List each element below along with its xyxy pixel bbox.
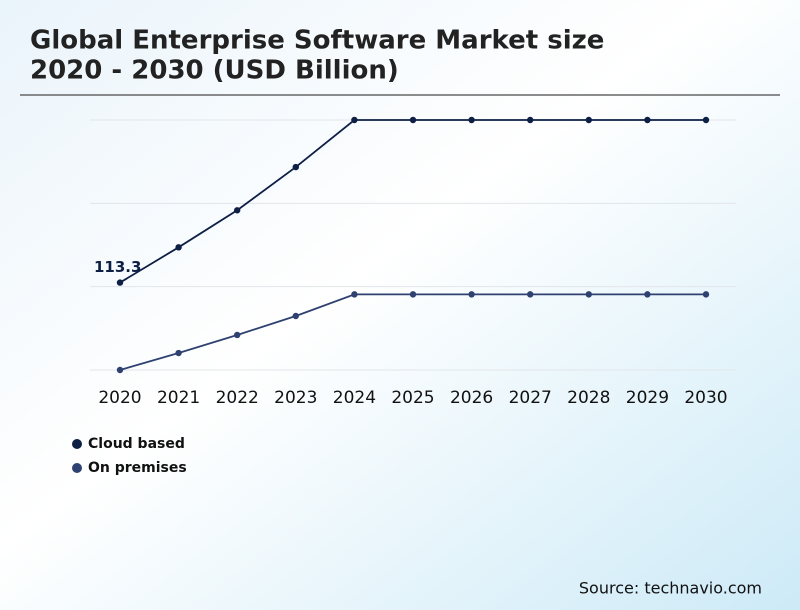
legend-label: On premises: [88, 460, 187, 476]
x-tick-label: 2029: [626, 388, 669, 408]
legend-label: Cloud based: [88, 436, 185, 452]
data-point: [468, 291, 475, 298]
x-tick-label: 2022: [216, 388, 259, 408]
data-point: [175, 244, 182, 251]
data-point: [644, 291, 651, 298]
data-point: [175, 349, 182, 357]
data-point: [702, 291, 710, 298]
chart-title: 2020 - 2030 (USD Billion): [30, 56, 399, 86]
x-tick-label: 2027: [509, 388, 552, 408]
data-point: [292, 312, 299, 320]
data-point: [585, 116, 592, 124]
data-point: [351, 116, 358, 124]
source: Source: technavio.com: [579, 579, 762, 598]
data-point: [292, 163, 299, 171]
chart-title: Global Enterprise Software Market size: [30, 26, 604, 56]
data-label: 113.3: [94, 258, 141, 276]
x-tick-label: 2024: [333, 388, 376, 408]
x-tick-label: 2028: [567, 388, 610, 408]
data-point: [234, 207, 241, 214]
data-point: [468, 116, 475, 124]
x-tick-label: 2026: [450, 388, 493, 408]
legend-marker: [72, 463, 82, 473]
x-tick-label: 2021: [157, 388, 200, 408]
x-tick-label: 2030: [684, 388, 727, 408]
data-point: [234, 331, 241, 339]
data-point: [116, 279, 124, 286]
legend-marker: [72, 439, 82, 449]
data-point: [527, 116, 534, 124]
data-point: [116, 366, 124, 374]
data-point: [351, 291, 358, 298]
data-point: [409, 291, 417, 298]
x-tick-label: 2020: [98, 388, 141, 408]
x-tick-label: 2025: [391, 388, 434, 408]
data-point: [702, 116, 710, 124]
data-point: [585, 291, 592, 298]
data-point: [527, 291, 534, 298]
data-point: [644, 116, 651, 124]
x-tick-label: 2023: [274, 388, 317, 408]
data-point: [409, 116, 417, 124]
